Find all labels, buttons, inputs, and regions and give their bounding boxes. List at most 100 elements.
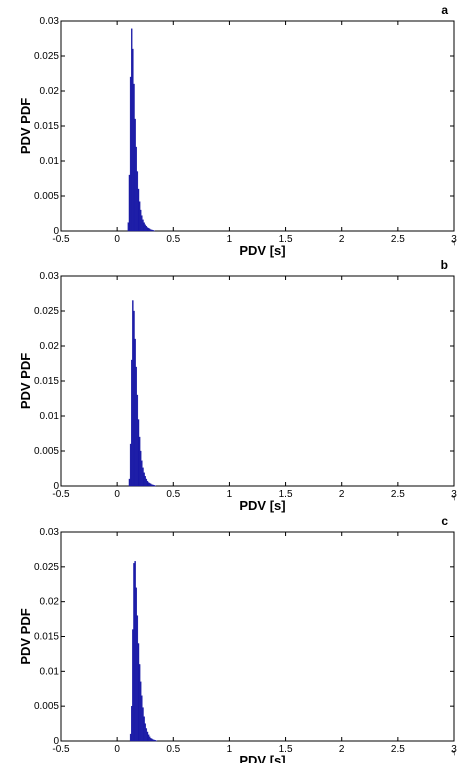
histogram-bar xyxy=(142,467,144,487)
histogram-bar xyxy=(143,716,145,742)
histogram-bar xyxy=(150,483,152,487)
x-axis-label: PDV [s] xyxy=(239,498,285,513)
histogram-bar xyxy=(132,48,134,232)
histogram-bar xyxy=(133,563,135,742)
chart-panel-b: -0.5 0 0.5 1 1.5 2 2.5 300.0050.010.0150.020.02… xyxy=(18,258,458,513)
histogram-bar xyxy=(133,83,135,232)
histogram-bar xyxy=(133,310,135,487)
histogram-bar xyxy=(140,681,142,742)
histogram-bar xyxy=(134,118,136,232)
y-tick-label: 0.015 xyxy=(34,632,59,643)
y-tick-label: 0.03 xyxy=(40,271,60,282)
histogram-bar xyxy=(131,359,133,487)
y-tick-label: 0 xyxy=(53,736,59,747)
histogram-bar xyxy=(142,707,144,742)
histogram-bar xyxy=(143,222,145,232)
histogram-bar xyxy=(153,485,155,487)
y-tick-label: 0.005 xyxy=(34,446,59,457)
histogram-bar xyxy=(150,738,152,742)
histogram-bar xyxy=(141,460,143,487)
x-tick-label: 1 xyxy=(227,234,233,245)
x-exponent-label: -4 xyxy=(452,750,458,756)
histogram-bar xyxy=(151,738,153,742)
histogram-bar xyxy=(138,201,141,232)
y-tick-label: 0.02 xyxy=(40,86,60,97)
x-tick-label: 1 xyxy=(227,744,233,755)
histogram-bar xyxy=(143,472,145,487)
histogram-bar xyxy=(135,366,137,487)
histogram-bar xyxy=(127,222,130,232)
x-tick-label: -0.5 xyxy=(52,489,70,500)
x-tick-label: 0.5 xyxy=(166,744,180,755)
x-tick-label: -0.5 xyxy=(52,744,70,755)
x-tick-label: 1.5 xyxy=(279,234,293,245)
histogram-bar xyxy=(136,171,139,232)
x-tick-label: 2 xyxy=(339,234,345,245)
x-tick-label: 2.5 xyxy=(391,489,405,500)
plot-frame xyxy=(60,20,455,232)
histogram-bar xyxy=(129,733,132,742)
histogram-bar xyxy=(134,561,136,742)
x-exponent-label: -4 xyxy=(452,240,458,246)
x-tick-label: 0 xyxy=(114,744,120,755)
histogram-bar xyxy=(145,478,148,487)
y-tick-label: 0.03 xyxy=(40,527,60,538)
x-tick-label: 2 xyxy=(339,744,345,755)
histogram-bar xyxy=(150,229,152,232)
panel-label: a xyxy=(441,3,448,17)
histogram-bar xyxy=(135,146,137,232)
x-tick-label: 0 xyxy=(114,489,120,500)
histogram-bar xyxy=(152,230,154,232)
y-tick-label: 0.025 xyxy=(34,306,59,317)
histogram-bar xyxy=(136,394,139,487)
histogram-bar xyxy=(128,174,131,232)
histogram-bar xyxy=(146,227,149,232)
histogram-bar xyxy=(134,338,136,487)
histogram-bar xyxy=(148,483,151,487)
histogram-bar xyxy=(131,28,133,232)
y-axis-label: PDV PDF xyxy=(18,98,33,154)
histogram-bar xyxy=(145,728,148,742)
y-tick-label: 0.01 xyxy=(40,156,60,167)
histogram-bar xyxy=(128,478,131,487)
histogram-bar xyxy=(131,706,133,742)
x-tick-label: 1.5 xyxy=(279,744,293,755)
histogram-bar xyxy=(148,736,151,742)
histogram-bar xyxy=(141,695,143,742)
plot-frame xyxy=(60,275,455,487)
histogram-bar xyxy=(129,76,132,232)
histogram-bar xyxy=(146,731,149,742)
histogram-bar xyxy=(144,476,146,487)
y-tick-label: 0.015 xyxy=(34,376,59,387)
histogram-bar xyxy=(148,228,151,232)
x-tick-label: 3 xyxy=(451,744,457,755)
histogram-bar xyxy=(144,723,146,742)
y-tick-label: 0.015 xyxy=(34,121,59,132)
histogram-bar xyxy=(151,484,153,487)
plot-frame xyxy=(60,531,455,742)
y-axis-label: PDV PDF xyxy=(18,608,33,664)
histogram-bar xyxy=(152,484,154,487)
y-tick-label: 0 xyxy=(53,481,59,492)
x-tick-label: 2.5 xyxy=(391,744,405,755)
histogram-bar xyxy=(140,209,142,232)
histogram-bar xyxy=(147,482,150,487)
y-tick-label: 0.025 xyxy=(34,51,59,62)
x-tick-label: 2 xyxy=(339,489,345,500)
x-tick-label: 0.5 xyxy=(166,234,180,245)
x-tick-label: 1 xyxy=(227,489,233,500)
x-tick-label: 3 xyxy=(451,234,457,245)
histogram-bar xyxy=(135,587,137,742)
histogram-bar xyxy=(132,629,134,742)
histogram-bar xyxy=(142,219,144,232)
panel-label: c xyxy=(441,514,448,528)
histogram-bar xyxy=(138,664,141,742)
chart-panel-c: -0.5 0 0.5 1 1.5 2 2.5 300.0050.010.0150.020.02… xyxy=(18,514,458,763)
histogram-bar xyxy=(141,215,143,232)
y-tick-label: 0.005 xyxy=(34,191,59,202)
x-tick-label: 3 xyxy=(451,489,457,500)
histogram-bar xyxy=(147,228,150,232)
histogram-bar xyxy=(152,739,154,742)
y-tick-label: 0 xyxy=(53,226,59,237)
